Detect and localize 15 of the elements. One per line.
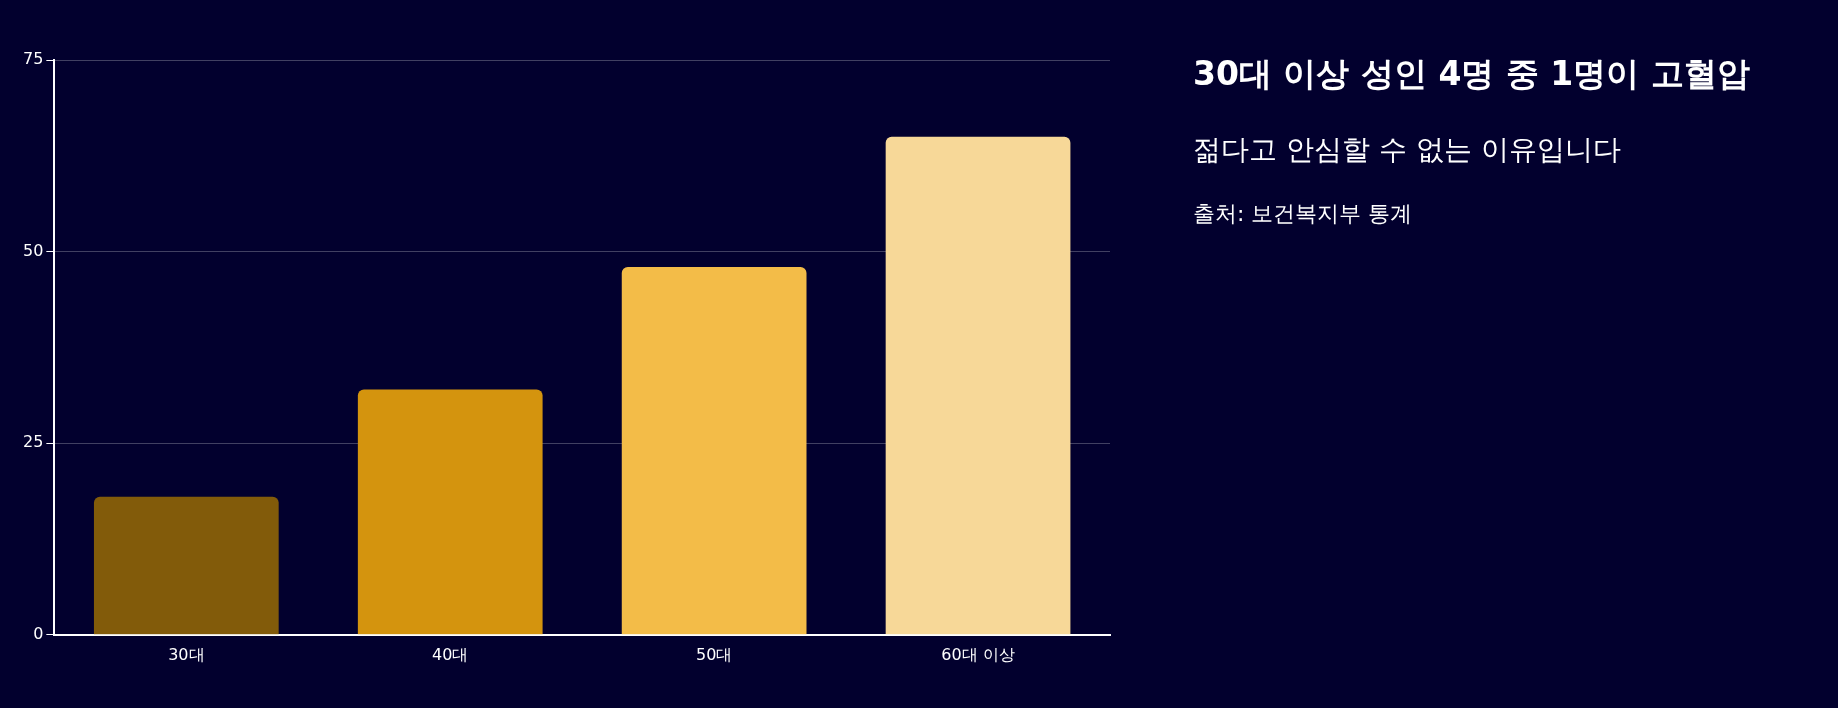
source-note: 출처: 보건복지부 통계	[1193, 200, 1414, 228]
x-tick-label: 40대	[432, 644, 469, 664]
bar	[885, 136, 1071, 635]
text: 젊다고 안심할 수 없는 이유입니다	[1193, 132, 1622, 168]
y-tick-label: 75	[23, 49, 44, 69]
text: 30대 이상 성인 4명 중 1명이 고혈압	[1193, 53, 1751, 95]
x-tick-label: 30대	[168, 644, 205, 664]
y-tick-label: 25	[23, 432, 44, 452]
y-tick-label: 50	[23, 240, 44, 260]
x-tick-label: 50대	[695, 644, 733, 664]
y-tick-label: 0	[33, 623, 44, 643]
x-tick-label: 60대 이상	[941, 644, 1015, 664]
bar	[93, 496, 279, 635]
bar	[357, 389, 543, 635]
bar	[621, 266, 807, 635]
